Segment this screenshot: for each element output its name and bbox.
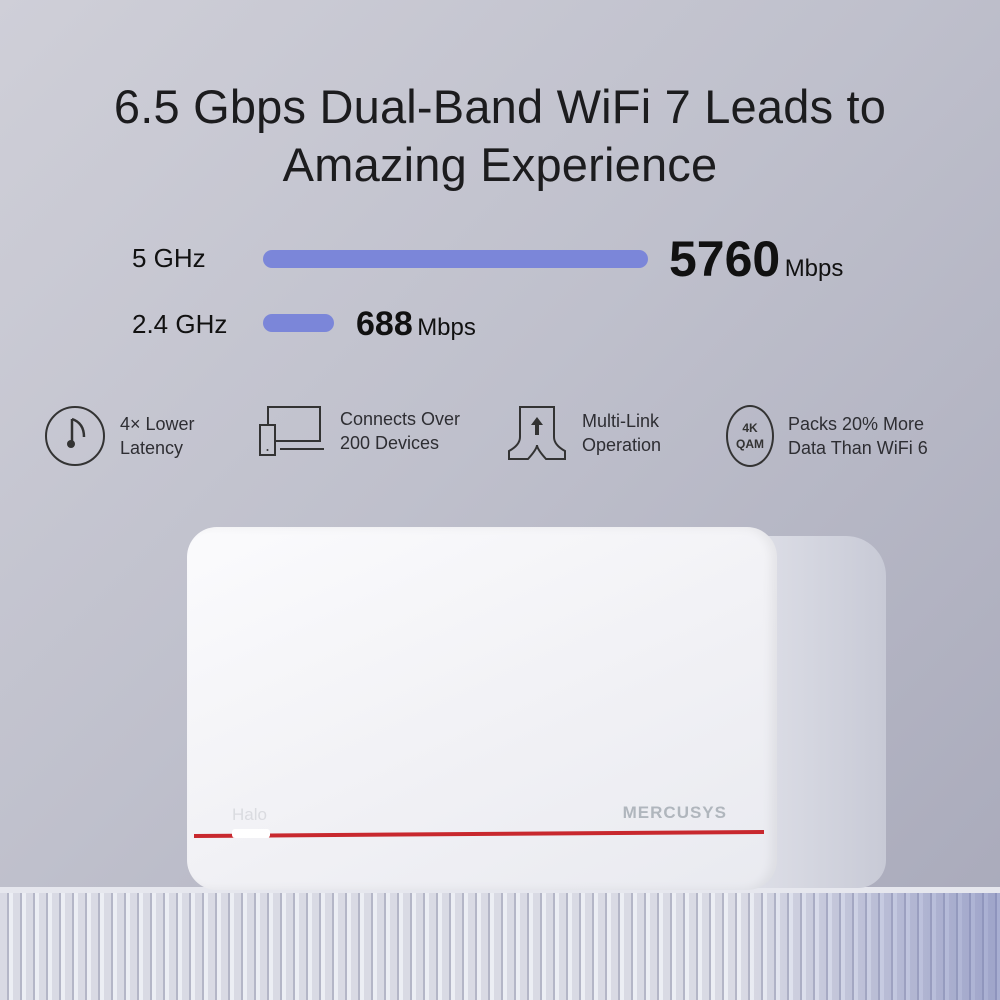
feature-line: Packs 20% More bbox=[788, 414, 925, 434]
speed-value: 5760 bbox=[669, 231, 781, 287]
pedestal bbox=[0, 893, 1000, 1000]
feature-line: Multi-Link bbox=[582, 411, 660, 431]
band-24ghz-label: 2.4 GHz bbox=[132, 309, 228, 339]
headline-line-1: 6.5 Gbps Dual-Band WiFi 7 Leads to bbox=[113, 80, 887, 133]
feature-4k-qam: 4K QAM Packs 20% More Data Than WiFi 6 bbox=[726, 405, 958, 467]
speed-unit: Mbps bbox=[417, 314, 476, 341]
feature-line: Operation bbox=[582, 435, 662, 455]
brand-logo: MERCUSYS bbox=[622, 803, 727, 822]
badge-text: QAM bbox=[736, 437, 764, 451]
pedestal-top bbox=[0, 887, 1000, 895]
feature-line: Latency bbox=[120, 438, 184, 458]
band-24ghz-bar bbox=[263, 314, 334, 332]
devices-icon bbox=[259, 406, 324, 456]
feature-devices: Connects Over 200 Devices bbox=[258, 405, 490, 457]
feature-line: Connects Over bbox=[340, 409, 461, 429]
model-label: Halo bbox=[232, 805, 267, 824]
headline-line-2: Amazing Experience bbox=[282, 138, 718, 191]
speed-value: 688 bbox=[356, 305, 413, 343]
accent-stripe bbox=[193, 830, 765, 838]
feature-line: Data Than WiFi 6 bbox=[788, 438, 928, 458]
badge-text: 4K bbox=[742, 421, 758, 435]
headline: 6.5 Gbps Dual-Band WiFi 7 Leads to Amazi… bbox=[0, 78, 1000, 194]
feature-line: 4× Lower bbox=[120, 414, 195, 434]
band-24ghz-speed: 688 Mbps bbox=[356, 305, 476, 344]
router-device: Halo MERCUSYS bbox=[187, 527, 777, 890]
band-5ghz-bar bbox=[263, 250, 648, 268]
band-5ghz-speed: 5760 Mbps bbox=[669, 230, 843, 288]
status-led bbox=[232, 829, 270, 838]
band-5ghz-label: 5 GHz bbox=[132, 243, 206, 273]
feature-line: 200 Devices bbox=[340, 433, 440, 453]
speed-unit: Mbps bbox=[784, 255, 844, 282]
feature-multi-link: Multi-Link Operation bbox=[506, 405, 732, 461]
multi-link-icon bbox=[508, 406, 566, 460]
feature-latency: 4× Lower Latency bbox=[44, 405, 270, 467]
stopwatch-icon bbox=[45, 406, 105, 466]
4k-qam-icon: 4K QAM bbox=[726, 405, 774, 467]
